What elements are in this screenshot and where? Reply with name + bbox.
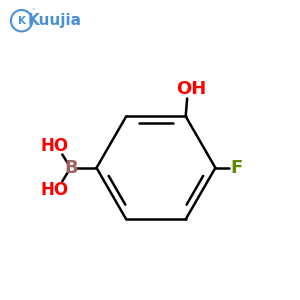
Text: HO: HO bbox=[41, 181, 69, 199]
Text: HO: HO bbox=[41, 136, 69, 154]
Text: OH: OH bbox=[176, 80, 207, 98]
Text: F: F bbox=[230, 159, 242, 177]
Text: K: K bbox=[18, 16, 26, 26]
Text: Kuujia: Kuujia bbox=[28, 13, 82, 28]
Text: B: B bbox=[64, 159, 78, 177]
Text: °: ° bbox=[31, 9, 34, 14]
